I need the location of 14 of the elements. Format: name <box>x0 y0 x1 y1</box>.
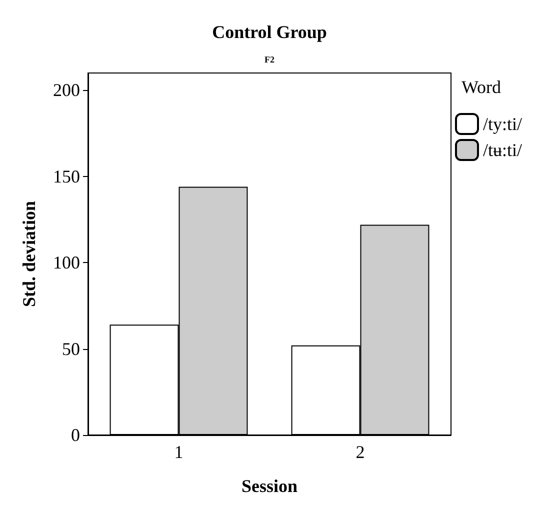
y-tick-label: 150 <box>53 166 80 186</box>
x-axis-title: Session <box>241 476 298 496</box>
y-tick-label: 0 <box>71 425 80 445</box>
chart-title: Control Group <box>212 22 327 42</box>
legend-title: Word <box>461 77 502 97</box>
legend-label: /tʉ:ti/ <box>482 140 522 160</box>
y-tick-label: 200 <box>53 80 80 100</box>
x-tick-label: 2 <box>356 442 365 462</box>
y-axis-title: Std. deviation <box>19 200 39 308</box>
legend-label: /ty:ti/ <box>482 114 522 134</box>
chart-subtitle: F2 <box>264 54 275 64</box>
x-tick-label: 1 <box>174 442 184 462</box>
y-tick-label: 50 <box>62 338 80 359</box>
y-tick-label: 100 <box>53 252 80 273</box>
